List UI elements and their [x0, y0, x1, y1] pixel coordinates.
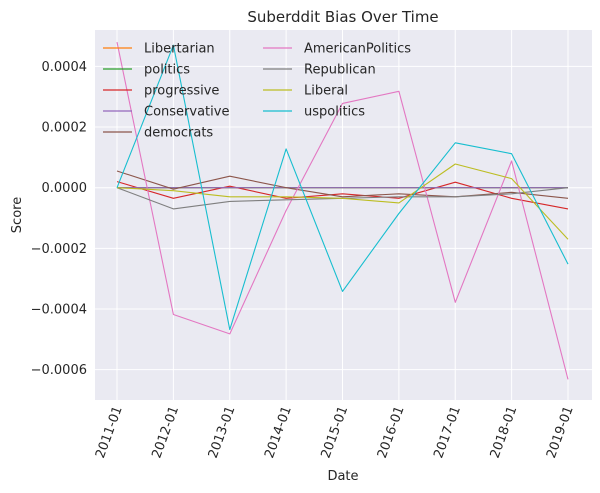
y-tick-label: −0.0006 — [31, 363, 87, 378]
legend-label: democrats — [144, 126, 213, 141]
y-tick-label: −0.0004 — [31, 303, 87, 318]
chart-title: Suberddit Bias Over Time — [247, 8, 438, 26]
y-tick-label: −0.0002 — [31, 242, 87, 257]
y-tick-label: 0.0000 — [42, 181, 88, 196]
series-lines — [116, 41, 569, 380]
legend-label: uspolitics — [304, 105, 365, 120]
legend-label: progressive — [144, 84, 219, 99]
x-ticks: 2011-01 2012-01 2013-01 2014-01 2015-01 2016-… — [93, 404, 577, 460]
legend-label: Libertarian — [144, 42, 215, 57]
legend-label: Republican — [304, 63, 376, 78]
y-ticks: 0.0004 0.0002 0.0000 −0.0002 −0.0004 −0.0006 — [31, 60, 87, 378]
plot-area — [95, 30, 592, 400]
legend: Libertarian politics progressive Conservati… — [103, 42, 411, 141]
legend-label: AmericanPolitics — [304, 42, 411, 57]
series-line-uspolitics — [116, 44, 569, 331]
legend-label: Liberal — [304, 84, 348, 99]
grid — [95, 30, 592, 400]
series-line-americanpolitics — [116, 41, 569, 380]
legend-label: politics — [144, 63, 190, 78]
series-line-liberal — [116, 163, 569, 240]
y-axis-label: Score — [10, 197, 25, 233]
y-tick-label: 0.0004 — [42, 60, 88, 75]
legend-label: Conservative — [144, 105, 229, 120]
y-tick-label: 0.0002 — [42, 121, 88, 136]
x-axis-label: Date — [327, 469, 358, 484]
series-line-progressive — [116, 181, 569, 210]
series-line-democrats — [116, 170, 569, 199]
